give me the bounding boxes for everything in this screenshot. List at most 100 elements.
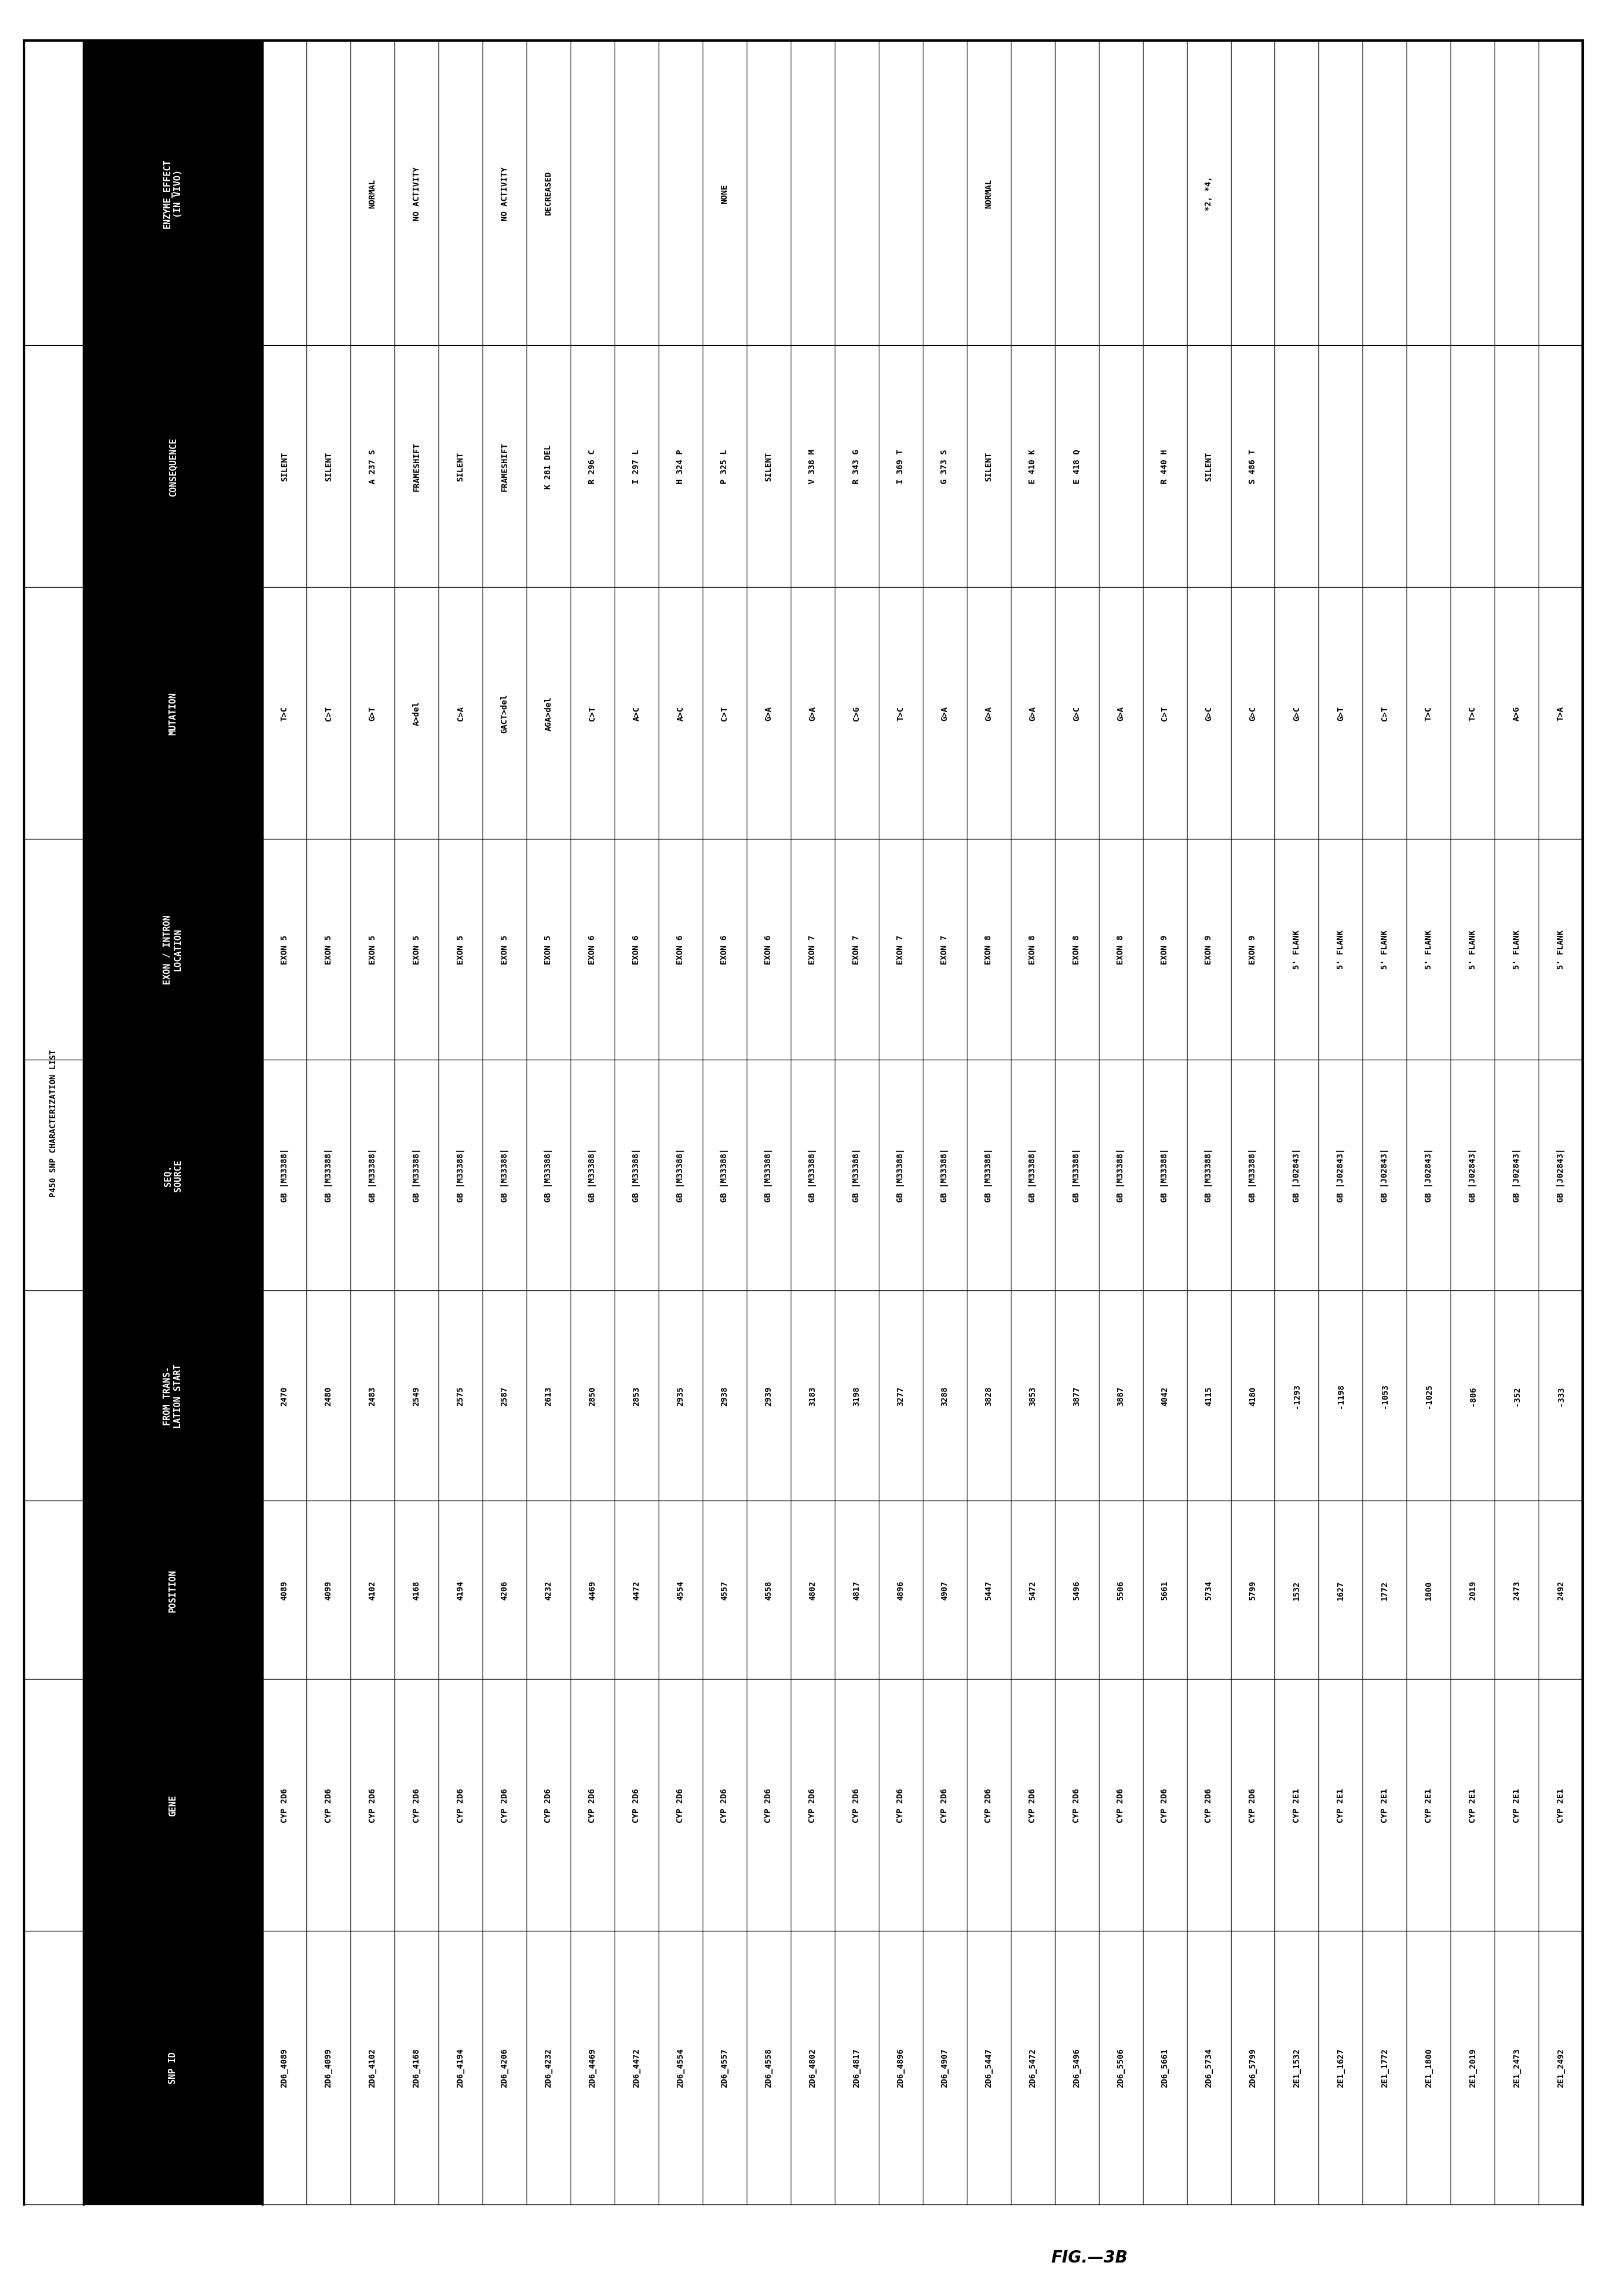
Text: A>C: A>C (633, 705, 641, 721)
Text: GB |M33388|: GB |M33388| (633, 1148, 641, 1203)
Text: EXON 9: EXON 9 (1248, 934, 1258, 964)
Text: GB |M33388|: GB |M33388| (897, 1148, 905, 1203)
Text: CYP 2D6: CYP 2D6 (1248, 1789, 1258, 1823)
Text: CYP 2E1: CYP 2E1 (1381, 1789, 1389, 1823)
Text: EXON 5: EXON 5 (500, 934, 509, 964)
Text: 2575: 2575 (457, 1387, 465, 1405)
Text: EXON / INTRON
LOCATION: EXON / INTRON LOCATION (163, 914, 183, 985)
Text: EXON 8: EXON 8 (985, 934, 993, 964)
Text: C>T: C>T (325, 705, 333, 721)
Text: 4232: 4232 (545, 1580, 553, 1600)
Text: A>G: A>G (1512, 705, 1520, 721)
Text: FRAMESHIFT: FRAMESHIFT (412, 441, 421, 491)
Text: CYP 2D6: CYP 2D6 (325, 1789, 333, 1823)
Text: 5' FLANK: 5' FLANK (1512, 930, 1520, 969)
Text: EXON 8: EXON 8 (1073, 934, 1081, 964)
Text: 2D6_5447: 2D6_5447 (985, 2048, 993, 2087)
Text: V 338 M: V 338 M (809, 450, 817, 484)
Text: 2853: 2853 (633, 1387, 641, 1405)
Text: 3887: 3887 (1117, 1387, 1125, 1405)
Text: 2850: 2850 (588, 1387, 596, 1405)
Text: CYP 2D6: CYP 2D6 (721, 1789, 729, 1823)
Text: 2D6_4099: 2D6_4099 (325, 2048, 333, 2087)
Text: GB |M33388|: GB |M33388| (809, 1148, 817, 1203)
Text: CYP 2D6: CYP 2D6 (1028, 1789, 1036, 1823)
Text: GB |J02843|: GB |J02843| (1381, 1148, 1389, 1203)
Text: EXON 5: EXON 5 (457, 934, 465, 964)
Text: K 281 DEL: K 281 DEL (545, 445, 553, 489)
Text: CYP 2D6: CYP 2D6 (852, 1789, 860, 1823)
Text: FRAMESHIFT: FRAMESHIFT (500, 441, 509, 491)
Text: 3277: 3277 (897, 1387, 905, 1405)
Text: 2E1_2492: 2E1_2492 (1557, 2048, 1565, 2087)
Text: -1198: -1198 (1336, 1384, 1344, 1407)
Text: -1053: -1053 (1381, 1384, 1389, 1407)
Text: SILENT: SILENT (764, 452, 772, 482)
Text: 4554: 4554 (676, 1580, 684, 1600)
Text: 2D6_4907: 2D6_4907 (940, 2048, 948, 2087)
Text: 4168: 4168 (412, 1580, 421, 1600)
Text: C>T: C>T (1381, 705, 1389, 721)
Text: SNP ID: SNP ID (168, 2053, 178, 2085)
Text: 2E1_1772: 2E1_1772 (1381, 2048, 1389, 2087)
Text: GACT>del: GACT>del (500, 693, 509, 732)
Text: CYP 2D6: CYP 2D6 (588, 1789, 596, 1823)
Text: 2E1_2019: 2E1_2019 (1469, 2048, 1477, 2087)
Text: 2D6_5799: 2D6_5799 (1248, 2048, 1258, 2087)
Text: 2D6_4896: 2D6_4896 (897, 2048, 905, 2087)
Text: 5' FLANK: 5' FLANK (1293, 930, 1301, 969)
Text: 1772: 1772 (1381, 1580, 1389, 1600)
Text: T>C: T>C (1469, 705, 1477, 721)
Text: FROM TRANS-
LATION START: FROM TRANS- LATION START (163, 1364, 183, 1428)
Text: 5472: 5472 (1028, 1580, 1036, 1600)
Text: E 418 Q: E 418 Q (1073, 450, 1081, 484)
Text: I 297 L: I 297 L (633, 450, 641, 484)
Text: T>C: T>C (897, 705, 905, 721)
Text: -352: -352 (1512, 1387, 1520, 1405)
Text: EXON 6: EXON 6 (633, 934, 641, 964)
Text: 4907: 4907 (940, 1580, 948, 1600)
Text: T>A: T>A (1557, 705, 1565, 721)
Text: NORMAL: NORMAL (985, 179, 993, 209)
Text: EXON 6: EXON 6 (764, 934, 772, 964)
Text: R 440 H: R 440 H (1160, 450, 1169, 484)
Text: CYP 2D6: CYP 2D6 (1117, 1789, 1125, 1823)
Text: GB |M33388|: GB |M33388| (1160, 1148, 1169, 1203)
Text: 3288: 3288 (940, 1387, 948, 1405)
Text: CYP 2D6: CYP 2D6 (1160, 1789, 1169, 1823)
Text: GB |M33388|: GB |M33388| (1028, 1148, 1036, 1203)
Text: CYP 2D6: CYP 2D6 (809, 1789, 817, 1823)
Text: C>G: C>G (852, 705, 860, 721)
Text: 2D6_5661: 2D6_5661 (1160, 2048, 1169, 2087)
Text: 2D6_4802: 2D6_4802 (809, 2048, 817, 2087)
Text: G>A: G>A (1028, 705, 1036, 721)
Text: 2D6_4558: 2D6_4558 (764, 2048, 772, 2087)
Text: SILENT: SILENT (985, 452, 993, 482)
Text: CYP 2D6: CYP 2D6 (676, 1789, 684, 1823)
Text: G>C: G>C (1293, 705, 1301, 721)
Text: 4042: 4042 (1160, 1387, 1169, 1405)
Text: CYP 2D6: CYP 2D6 (985, 1789, 993, 1823)
Text: CYP 2E1: CYP 2E1 (1424, 1789, 1432, 1823)
Text: R 343 G: R 343 G (852, 450, 860, 484)
Text: 2E1_1800: 2E1_1800 (1424, 2048, 1432, 2087)
Text: CYP 2E1: CYP 2E1 (1336, 1789, 1344, 1823)
Text: G 373 S: G 373 S (940, 450, 948, 484)
Text: NO ACTIVITY: NO ACTIVITY (500, 168, 509, 220)
Text: SILENT: SILENT (1205, 452, 1213, 482)
Text: CYP 2D6: CYP 2D6 (764, 1789, 772, 1823)
Text: SILENT: SILENT (325, 452, 333, 482)
Text: 2935: 2935 (676, 1387, 684, 1405)
Bar (83, 41, 263, 2204)
Text: -1293: -1293 (1293, 1384, 1301, 1407)
Text: EXON 7: EXON 7 (897, 934, 905, 964)
Text: AGA>del: AGA>del (545, 696, 553, 730)
Text: EXON 6: EXON 6 (676, 934, 684, 964)
Text: GB |M33388|: GB |M33388| (1248, 1148, 1258, 1203)
Text: 2473: 2473 (1512, 1580, 1520, 1600)
Text: EXON 9: EXON 9 (1160, 934, 1169, 964)
Text: FIG.—3B: FIG.—3B (1051, 2250, 1128, 2266)
Text: 4817: 4817 (852, 1580, 860, 1600)
Text: CYP 2D6: CYP 2D6 (1205, 1789, 1213, 1823)
Text: 4802: 4802 (809, 1580, 817, 1600)
